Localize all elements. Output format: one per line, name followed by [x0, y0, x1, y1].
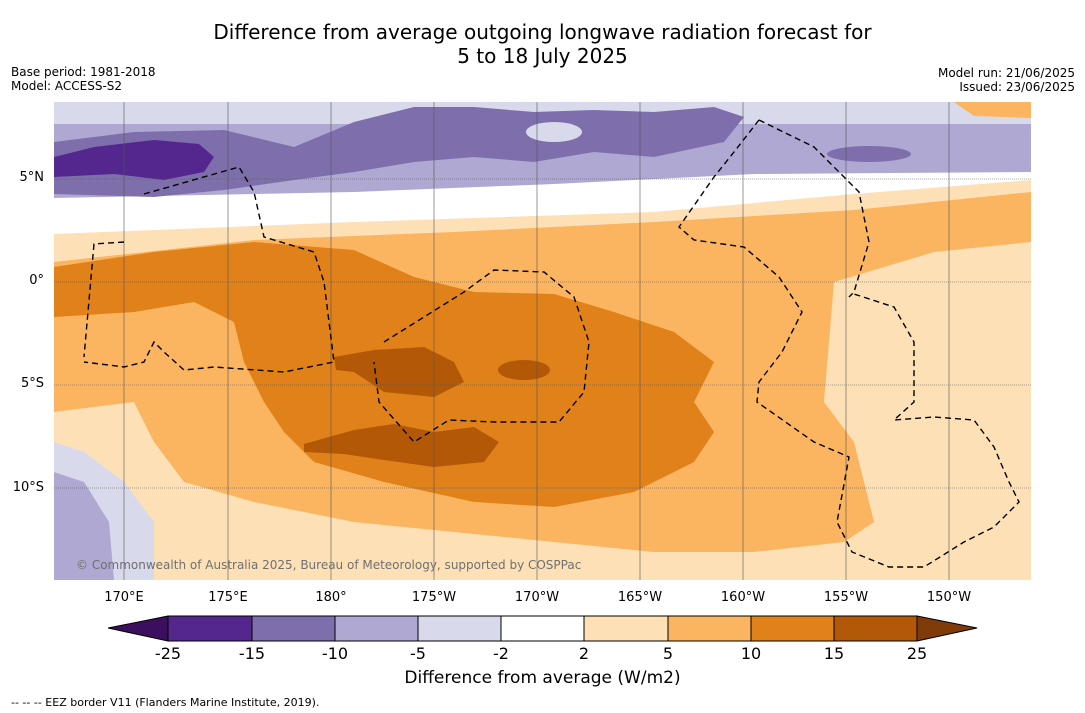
- x-tick-label: 170°W: [514, 590, 560, 605]
- gridlines: [54, 178, 1031, 489]
- colorbar-segment: [500, 615, 585, 642]
- field-neg-north: [54, 124, 1031, 198]
- colorbar-segment: [251, 615, 336, 642]
- y-tick-label: 10°S: [12, 480, 44, 495]
- colorbar-tick: -25: [154, 644, 182, 663]
- field-neg-mid-east: [827, 146, 911, 162]
- colorbar-segment: [417, 615, 502, 642]
- field-very-strong-pos-2: [498, 360, 550, 380]
- colorbar-tick: 25: [906, 644, 928, 663]
- colorbar-segment: [750, 615, 835, 642]
- x-tick-label: 180°: [315, 590, 347, 605]
- field-very-strong-pos-3: [304, 424, 499, 467]
- x-tick-label: 175°E: [208, 590, 248, 605]
- eez-legend: -- -- -- EEZ border V11 (Flanders Marine…: [11, 696, 320, 709]
- model-name: Model: ACCESS-S2: [11, 79, 123, 93]
- y-tick-label: 0°: [29, 273, 44, 288]
- colorbar: [108, 615, 978, 642]
- colorbar-low-extension: [108, 615, 169, 642]
- colorbar-tick: -5: [410, 644, 426, 663]
- colorbar-tick: 2: [578, 644, 590, 663]
- field-very-strong-pos-1: [334, 347, 464, 397]
- colorbar-segment: [833, 615, 918, 642]
- y-tick-label: 5°N: [19, 170, 45, 185]
- meridians: [123, 102, 950, 580]
- colorbar-segment: [167, 615, 253, 642]
- x-tick-label: 155°W: [823, 590, 869, 605]
- meta-left: Base period: 1981-2018 Model: ACCESS-S2: [11, 65, 156, 93]
- title-line-1: Difference from average outgoing longwav…: [213, 20, 872, 44]
- x-tick-label: 175°W: [411, 590, 457, 605]
- colorbar-segment: [667, 615, 752, 642]
- colorbar-tick: -15: [238, 644, 266, 663]
- colorbar-tick: 10: [740, 644, 762, 663]
- colorbar-tick: 15: [823, 644, 845, 663]
- base-period: Base period: 1981-2018: [11, 65, 156, 79]
- x-tick-label: 165°W: [617, 590, 663, 605]
- model-run: Model run: 21/06/2025: [937, 66, 1075, 80]
- colorbar-high-extension: [916, 615, 978, 642]
- y-tick-label: 5°S: [20, 376, 44, 391]
- field-strong-neg-north: [54, 140, 214, 180]
- field-weak-neg-patch: [526, 122, 582, 142]
- issued-date: Issued: 23/06/2025: [959, 80, 1075, 94]
- field-pos-east-strip: [954, 102, 1031, 118]
- x-tick-label: 150°W: [926, 590, 972, 605]
- colorbar-tick: -2: [493, 644, 509, 663]
- colorbar-segment: [334, 615, 419, 642]
- colorbar-tick: 5: [662, 644, 674, 663]
- olr-anomaly-map: © Commonwealth of Australia 2025, Bureau…: [54, 102, 1031, 580]
- title-line-2: 5 to 18 July 2025: [457, 44, 628, 68]
- field-neg-southwest: [54, 472, 114, 580]
- colorbar-tick: -10: [321, 644, 349, 663]
- chart-title: Difference from average outgoing longwav…: [0, 20, 1085, 68]
- x-tick-label: 160°W: [720, 590, 766, 605]
- x-tick-label: 170°E: [104, 590, 144, 605]
- colorbar-label: Difference from average (W/m2): [404, 668, 681, 688]
- colorbar-segment: [583, 615, 669, 642]
- eez-borders: [83, 119, 1020, 568]
- meta-right: Model run: 21/06/2025 Issued: 23/06/2025: [938, 66, 1075, 94]
- copyright-notice: © Commonwealth of Australia 2025, Bureau…: [76, 558, 581, 572]
